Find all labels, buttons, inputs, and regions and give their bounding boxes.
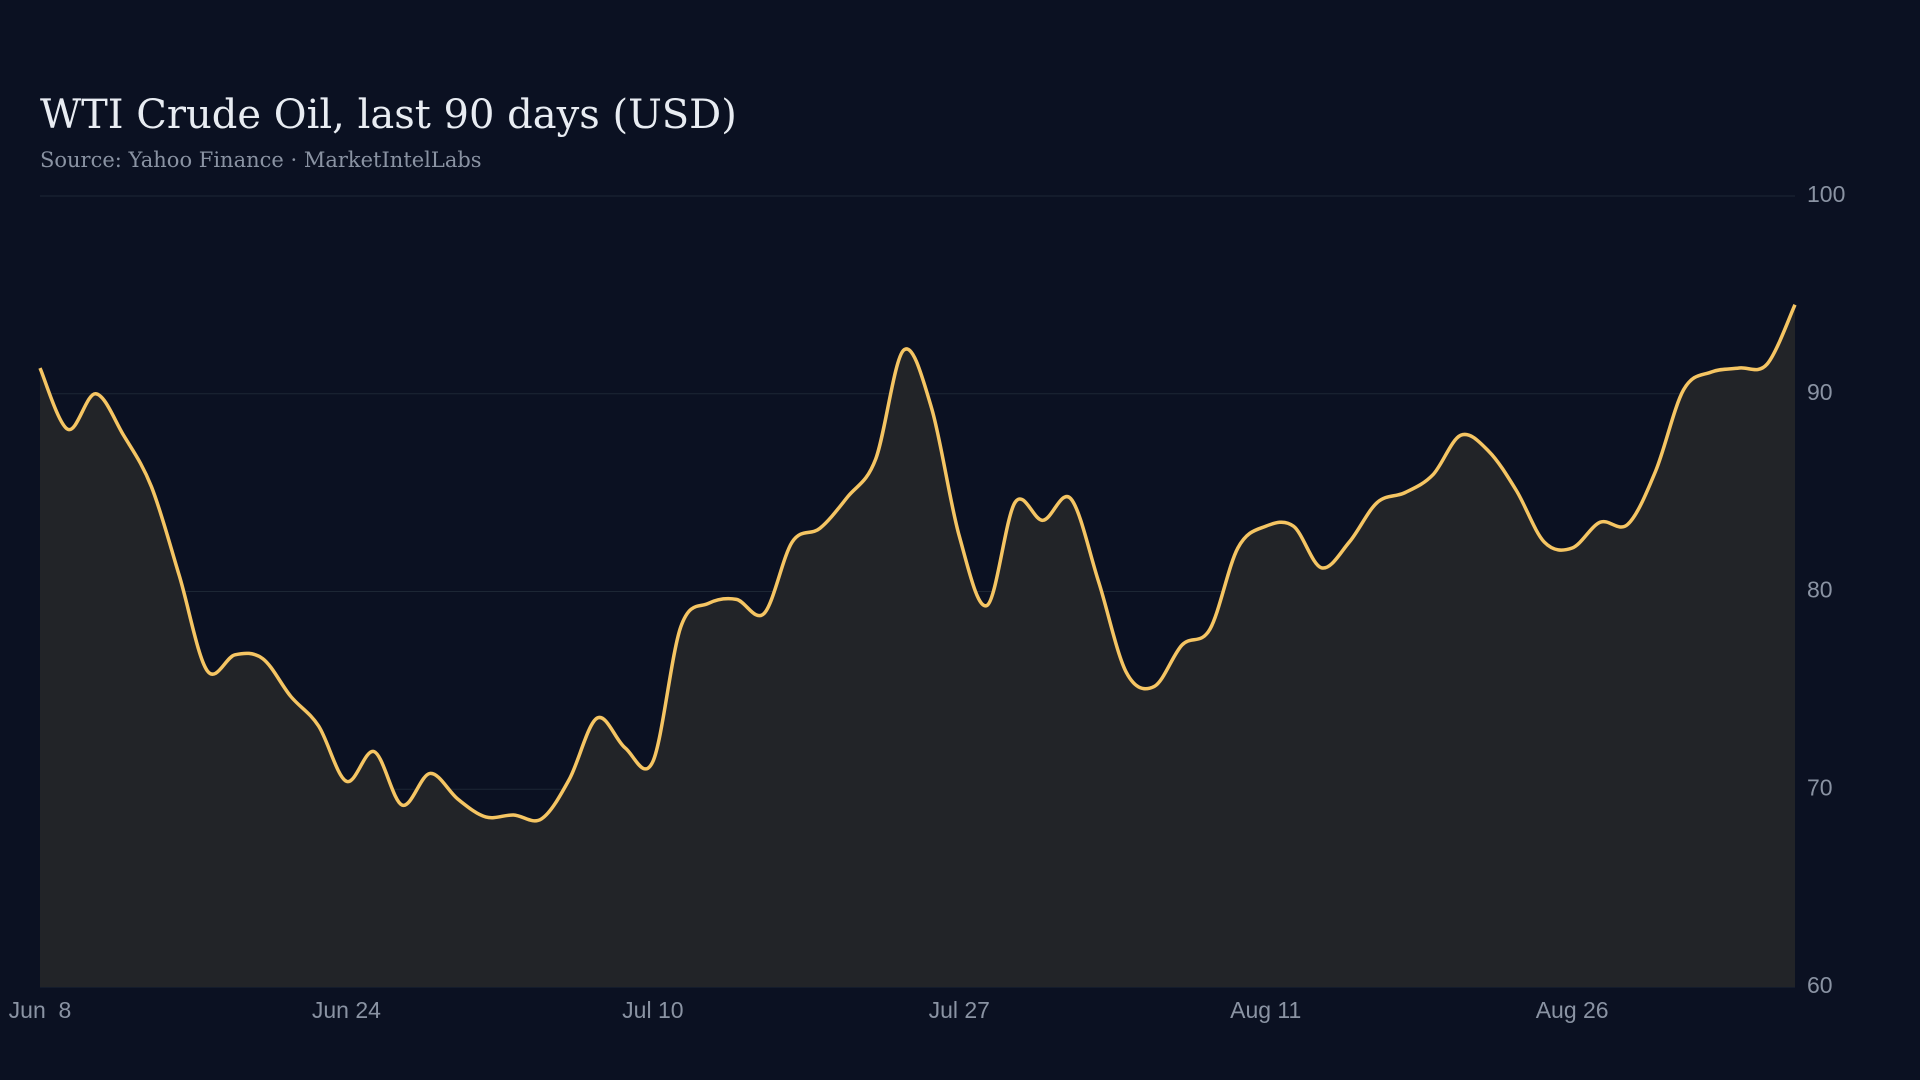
line: [38, 304, 1797, 823]
y-tick-label: 80: [1807, 577, 1833, 603]
y-tick-label: 60: [1807, 972, 1833, 998]
y-tick-label: 70: [1807, 774, 1833, 800]
x-tick-label: Jun 24: [312, 997, 381, 1023]
x-tick-label: Jul 27: [929, 997, 990, 1023]
x-tick-label: Aug 26: [1536, 997, 1609, 1023]
x-tick-label: Aug 11: [1230, 997, 1301, 1023]
chart-subtitle: Source: Yahoo Finance · MarketIntelLabs: [40, 148, 482, 172]
x-tick-label: Jun 8: [9, 997, 72, 1023]
chart-title: WTI Crude Oil, last 90 days (USD): [40, 92, 737, 138]
y-tick-label: 100: [1807, 181, 1845, 207]
area: [40, 304, 1795, 987]
x-tick-label: Jul 10: [622, 997, 683, 1023]
y-tick-label: 90: [1807, 379, 1833, 405]
